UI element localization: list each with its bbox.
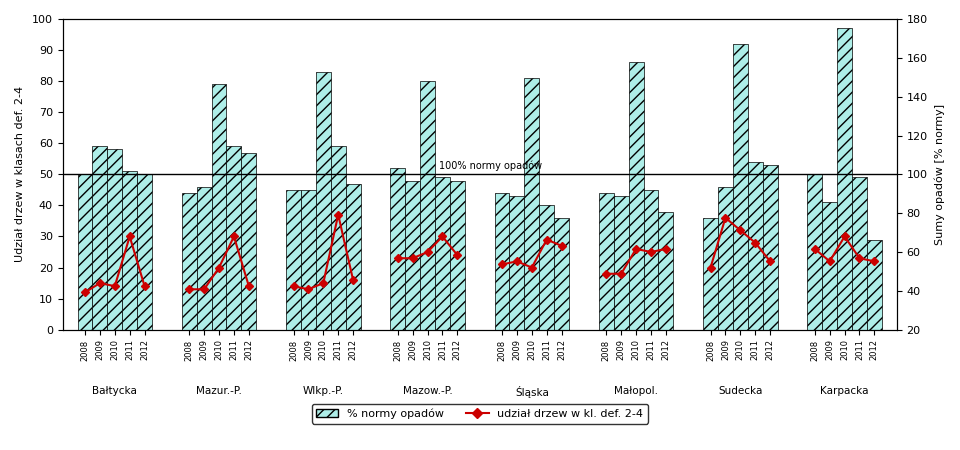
Bar	[108, 149, 122, 330]
Bar	[122, 171, 137, 330]
Bar	[346, 184, 361, 330]
Bar	[227, 146, 241, 330]
Y-axis label: Udział drzew w klasach def. 2-4: Udział drzew w klasach def. 2-4	[15, 86, 25, 262]
Bar	[643, 190, 659, 330]
Bar	[181, 193, 197, 330]
Bar	[762, 165, 778, 330]
Bar	[703, 218, 718, 330]
Text: Śląska: Śląska	[515, 386, 549, 398]
Bar	[316, 72, 331, 330]
Bar	[510, 196, 524, 330]
Bar	[837, 28, 852, 330]
Text: Karpacka: Karpacka	[821, 386, 869, 396]
Bar	[494, 193, 510, 330]
Bar	[554, 218, 569, 330]
Bar	[301, 190, 316, 330]
Bar	[823, 202, 837, 330]
Bar	[286, 190, 301, 330]
Bar	[241, 153, 256, 330]
Bar	[211, 84, 227, 330]
Bar	[732, 44, 748, 330]
Bar	[524, 78, 540, 330]
Text: Małopol.: Małopol.	[614, 386, 658, 396]
Bar	[867, 239, 882, 330]
Bar	[718, 187, 732, 330]
Bar	[599, 193, 613, 330]
Bar	[629, 63, 643, 330]
Bar	[331, 146, 346, 330]
Bar	[405, 180, 420, 330]
Y-axis label: Sumy opadów [% normy]: Sumy opadów [% normy]	[934, 104, 945, 245]
Bar	[78, 174, 92, 330]
Bar	[450, 180, 465, 330]
Bar	[197, 187, 211, 330]
Bar	[92, 146, 108, 330]
Bar	[807, 174, 823, 330]
Bar	[748, 162, 762, 330]
Bar	[852, 177, 867, 330]
Text: Mazur.-P.: Mazur.-P.	[196, 386, 242, 396]
Bar	[613, 196, 629, 330]
Text: Wlkp.-P.: Wlkp.-P.	[302, 386, 344, 396]
Bar	[435, 177, 450, 330]
Text: Bałtycka: Bałtycka	[92, 386, 137, 396]
Bar	[137, 174, 152, 330]
Text: Sudecka: Sudecka	[718, 386, 762, 396]
Bar	[391, 168, 405, 330]
Text: 100% normy opadów: 100% normy opadów	[439, 161, 541, 171]
Legend: % normy opadów, udział drzew w kl. def. 2-4: % normy opadów, udział drzew w kl. def. …	[312, 404, 648, 423]
Bar	[659, 212, 673, 330]
Text: Mazow.-P.: Mazow.-P.	[402, 386, 452, 396]
Bar	[540, 205, 554, 330]
Bar	[420, 81, 435, 330]
